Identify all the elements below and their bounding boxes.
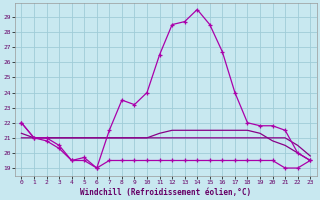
X-axis label: Windchill (Refroidissement éolien,°C): Windchill (Refroidissement éolien,°C) [80,188,252,197]
